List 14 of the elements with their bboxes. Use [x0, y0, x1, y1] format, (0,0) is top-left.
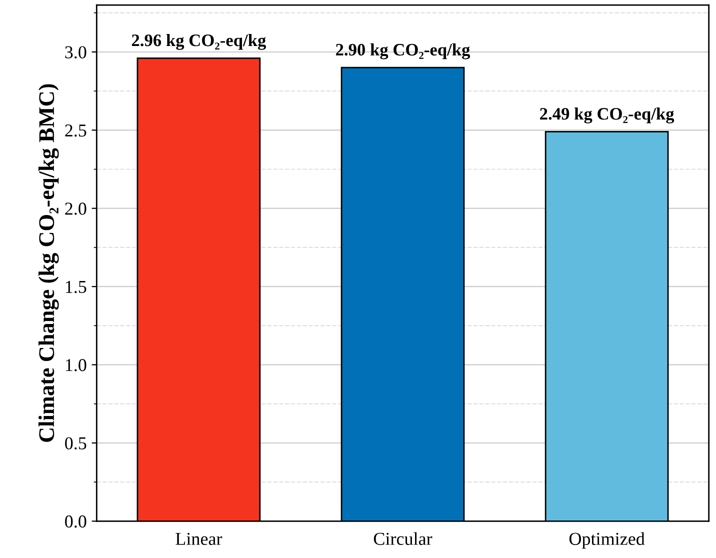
data-label: 2.96 kg CO₂-eq/kg [132, 34, 266, 50]
y-tick-label: 1.5 [66, 280, 86, 294]
x-tick-label: Linear [176, 532, 222, 545]
y-tick-label: 2.0 [65, 202, 86, 215]
data-label: 2.49 kg CO₂-eq/kg [540, 108, 674, 124]
x-tick-label: Optimized [569, 532, 645, 549]
y-axis-title: Climate Change (kg CO₂-eq/kg BMC) [38, 84, 59, 442]
y-tick-label: 1.0 [66, 359, 86, 372]
x-tick-label: Circular [374, 532, 432, 545]
y-tick-label: 0.0 [65, 515, 86, 528]
y-tick-label: 2.5 [65, 124, 86, 137]
y-tick-label: 0.5 [65, 437, 86, 450]
y-tick-label: 3.0 [65, 46, 86, 58]
data-label: 2.90 kg CO₂-eq/kg [336, 43, 470, 60]
